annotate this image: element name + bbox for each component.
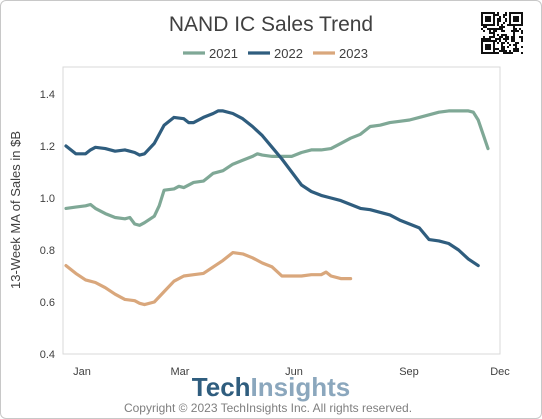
series-line-2023 <box>64 251 353 307</box>
y-tick-label: 0.8 <box>40 245 55 257</box>
x-tick-label: Sep <box>399 366 419 378</box>
x-axis: Jan Mar Jun Sep Dec <box>73 366 510 378</box>
legend-label-2022: 2022 <box>274 46 303 61</box>
x-tick-label: Jan <box>73 366 91 378</box>
y-axis: 0.4 0.6 0.8 1.0 1.2 1.4 <box>40 89 55 361</box>
y-tick-label: 1.4 <box>40 89 55 101</box>
legend-label-2021: 2021 <box>209 46 238 61</box>
y-tick-label: 1.2 <box>40 141 55 153</box>
x-tick-label: Jun <box>285 366 303 378</box>
y-tick-label: 0.4 <box>40 349 55 361</box>
copyright-text: Copyright © 2023 TechInsights Inc. All r… <box>124 401 412 415</box>
series-line-2022 <box>64 109 480 268</box>
chart-legend: 2021 2022 2023 <box>183 46 368 61</box>
techinsights-logo: TechInsights <box>192 372 350 402</box>
series-lines <box>64 109 490 307</box>
x-tick-label: Dec <box>490 366 510 378</box>
plot-area <box>62 66 501 355</box>
y-tick-label: 1.0 <box>40 193 55 205</box>
y-axis-title: 13-Week MA of Sales in $B <box>8 131 23 289</box>
x-tick-label: Mar <box>171 366 190 378</box>
logo-text-tech: Tech <box>192 372 251 402</box>
legend-label-2023: 2023 <box>339 46 368 61</box>
series-line-2021 <box>64 109 490 227</box>
qr-code-icon <box>479 10 525 56</box>
chart-title: NAND IC Sales Trend <box>169 13 373 36</box>
logo-text-insights: Insights <box>251 372 351 402</box>
y-tick-label: 0.6 <box>40 297 55 309</box>
